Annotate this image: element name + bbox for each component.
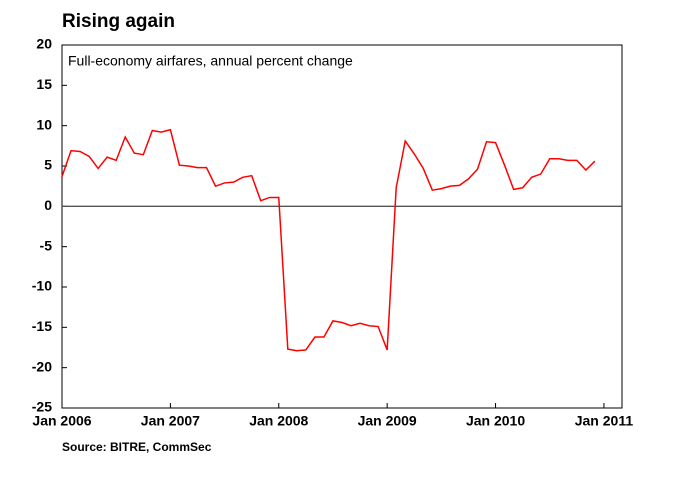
x-tick-label: Jan 2011 [575, 413, 634, 429]
source: Source: BITRE, CommSec [62, 440, 212, 454]
y-tick-label: -25 [32, 399, 52, 415]
y-tick-label: 15 [36, 76, 52, 92]
y-tick-label: 0 [44, 197, 52, 213]
x-tick-label: Jan 2008 [249, 413, 308, 429]
y-tick-label: -5 [40, 237, 53, 253]
y-tick-label: -20 [32, 358, 52, 374]
x-tick-label: Jan 2009 [358, 413, 417, 429]
x-tick-label: Jan 2010 [466, 413, 525, 429]
x-tick-label: Jan 2007 [141, 413, 200, 429]
y-tick-label: -15 [32, 318, 52, 334]
y-tick-label: 10 [36, 116, 52, 132]
series-line [61, 128, 596, 352]
y-tick-label: 5 [44, 157, 52, 173]
subtitle: Full-economy airfares, annual percent ch… [68, 53, 353, 69]
y-tick-label: 20 [36, 36, 52, 52]
plot-frame [61, 44, 623, 409]
x-tick-label: Jan 2006 [32, 413, 91, 429]
y-tick-label: -10 [32, 278, 52, 294]
chart-title: Rising again [62, 11, 175, 32]
